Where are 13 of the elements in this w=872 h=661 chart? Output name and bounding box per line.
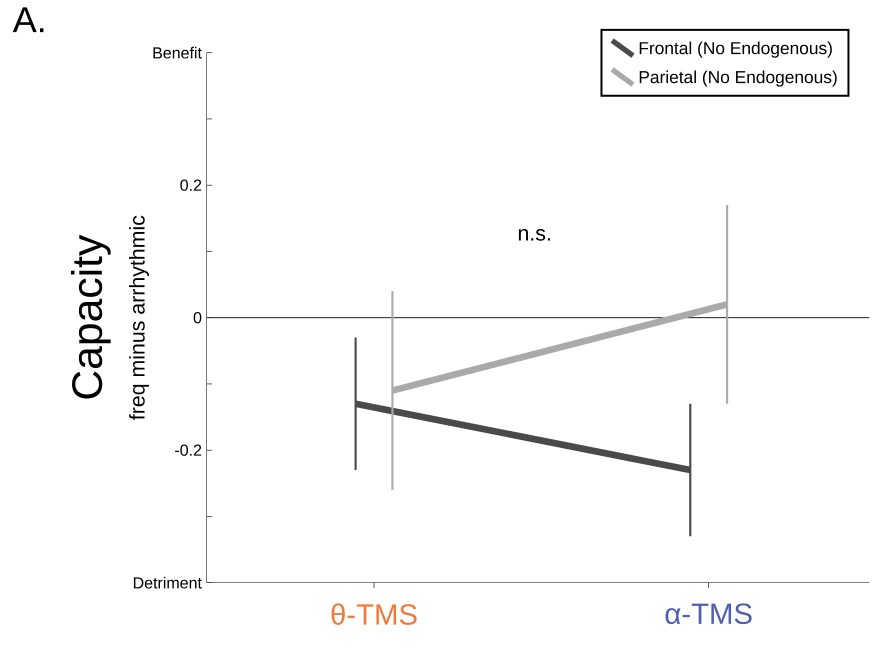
chart-title: A.: [12, 7, 44, 32]
text: freq minus arrhythmic: [129, 216, 149, 420]
y-tick-label: Detriment: [134, 576, 202, 588]
y-tick-label: 0: [194, 312, 202, 324]
annotation: n.s.: [518, 228, 550, 241]
y-tick-label: -0.2: [175, 444, 202, 456]
y-axis-title: Capacity: [70, 234, 111, 398]
x-tick-label: α-TMS: [666, 603, 752, 624]
legend-label: Frontal (No Endogenous): [640, 41, 832, 58]
y-tick-label: Benefit: [153, 46, 202, 58]
x-tick-label: θ-TMS: [332, 603, 417, 625]
legend-label: Parietal (No Endogenous): [640, 70, 837, 87]
y-tick-label: 0.2: [180, 179, 202, 191]
